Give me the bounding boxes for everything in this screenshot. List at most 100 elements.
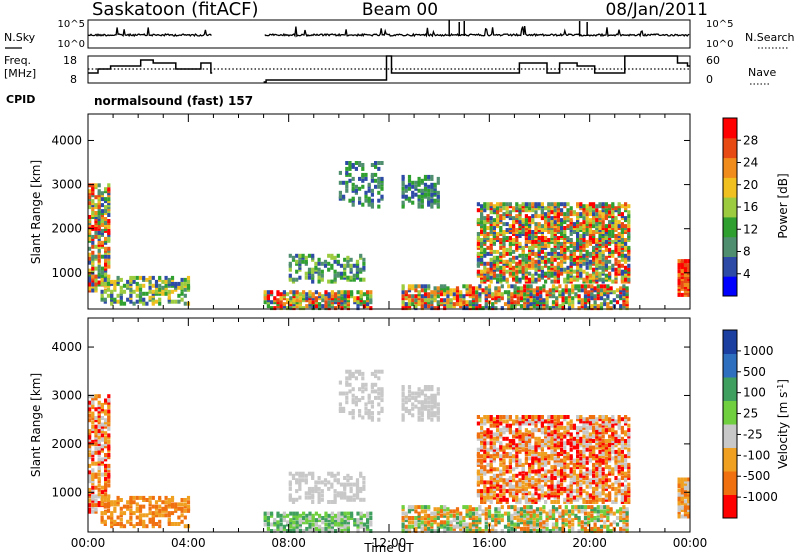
velocity-cell (364, 406, 368, 411)
velocity-cell (401, 391, 405, 396)
power-cell (531, 239, 535, 244)
power-cell (486, 214, 490, 219)
power-cell (126, 279, 130, 284)
power-cell (346, 263, 350, 268)
velocity-cell (550, 432, 554, 437)
velocity-cell (499, 473, 503, 478)
velocity-cell (94, 474, 98, 479)
power-cell (97, 230, 101, 235)
power-cell (513, 284, 517, 289)
velocity-cell (420, 516, 424, 520)
power-cell (542, 306, 546, 311)
velocity-cell (420, 526, 424, 531)
velocity-cell (177, 522, 181, 526)
velocity-cell (521, 473, 525, 478)
velocity-cell (320, 489, 324, 494)
velocity-cell (361, 371, 365, 376)
velocity-cell (572, 489, 576, 494)
velocity-cell (572, 476, 576, 480)
power-cell (475, 286, 479, 291)
power-cell (572, 230, 576, 234)
velocity-cell (94, 442, 98, 447)
velocity-cell (548, 511, 552, 516)
power-cell (563, 253, 567, 258)
velocity-cell (515, 430, 519, 435)
velocity-cell (138, 495, 143, 500)
velocity-cell (502, 486, 506, 491)
power-cell (481, 306, 485, 311)
power-cell (411, 184, 415, 189)
velocity-cell (91, 450, 95, 455)
velocity-cell (489, 454, 493, 459)
velocity-cell (524, 471, 528, 476)
velocity-cell (540, 439, 544, 443)
velocity-cell (94, 446, 98, 451)
power-cell (308, 300, 312, 305)
power-cell (579, 271, 583, 276)
power-cell (180, 277, 184, 282)
power-cell (295, 253, 299, 258)
power-cell (499, 277, 503, 282)
velocity-cell (91, 420, 95, 425)
velocity-cell (420, 417, 424, 422)
velocity-cell (496, 432, 500, 437)
velocity-cell (515, 443, 519, 448)
power-cell (107, 264, 111, 269)
power-cell (588, 273, 592, 278)
velocity-cell (340, 511, 344, 516)
velocity-cell (104, 463, 108, 468)
power-cell (537, 214, 541, 219)
velocity-cell (579, 482, 583, 487)
power-cell (420, 198, 424, 203)
power-cell (317, 257, 321, 262)
velocity-cell (556, 495, 560, 500)
power-cell (106, 281, 111, 286)
velocity-cell (492, 421, 496, 426)
power-cell (411, 284, 415, 289)
velocity-cell (508, 478, 512, 483)
velocity-cell (521, 434, 525, 439)
power-cell (518, 204, 522, 209)
power-ytick-label-3: 4000 (51, 133, 82, 147)
power-cell (553, 208, 557, 213)
velocity-cell (330, 524, 334, 529)
noise-tick-lo: 10^0 (58, 39, 85, 50)
velocity-cell (540, 478, 544, 483)
power-cell (291, 277, 296, 282)
power-cell (94, 244, 98, 249)
velocity-cell (583, 505, 588, 510)
velocity-cell (88, 435, 92, 440)
power-cell (513, 294, 517, 299)
velocity-cell (302, 511, 306, 516)
velocity-cell (468, 522, 472, 527)
velocity-cell (104, 424, 108, 429)
velocity-cell (475, 516, 479, 520)
velocity-cell (311, 522, 315, 527)
power-cell (540, 255, 544, 260)
velocity-cell (348, 411, 352, 416)
velocity-cell (346, 473, 350, 478)
velocity-cell (588, 454, 592, 459)
velocity-cell (298, 478, 302, 483)
velocity-cell (289, 522, 293, 527)
velocity-cell (622, 507, 626, 512)
power-cell (604, 224, 608, 229)
power-cell (598, 234, 602, 238)
power-cell (524, 208, 528, 213)
velocity-cell (88, 503, 92, 508)
velocity-cell (91, 509, 95, 514)
power-cell (534, 251, 538, 256)
velocity-cell (502, 484, 506, 489)
velocity-cell (523, 526, 527, 531)
power-cell (550, 222, 554, 227)
velocity-cell (553, 500, 557, 504)
power-cell (295, 298, 299, 303)
velocity-cell (132, 495, 136, 500)
power-cell (540, 208, 544, 213)
velocity-cell (547, 443, 551, 448)
velocity-cell (550, 439, 554, 443)
velocity-cell (305, 526, 309, 531)
power-cell (349, 275, 353, 280)
velocity-cell (556, 428, 560, 433)
velocity-cell (518, 460, 522, 465)
